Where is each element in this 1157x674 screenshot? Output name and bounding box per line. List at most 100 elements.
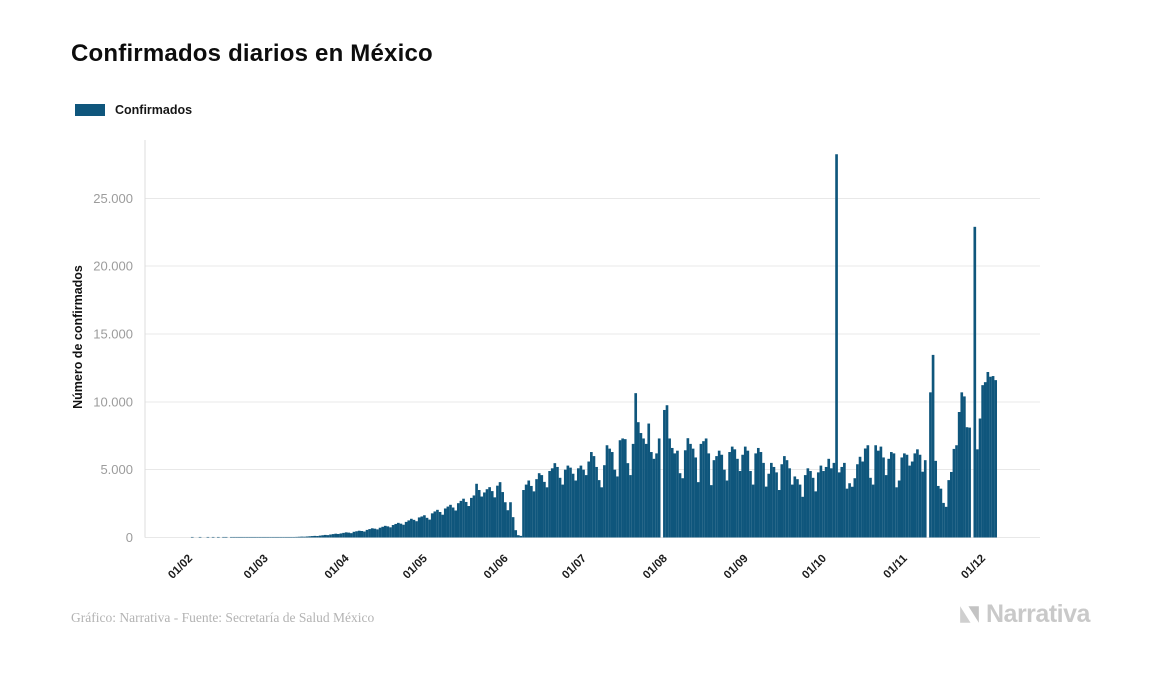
bar	[386, 526, 390, 538]
bar	[222, 536, 225, 538]
y-tick-label: 25.000	[93, 191, 133, 206]
bar	[420, 516, 424, 538]
bar	[402, 524, 405, 538]
bar	[480, 496, 484, 538]
bar	[451, 507, 455, 538]
bar	[780, 464, 784, 538]
bar	[801, 496, 804, 538]
bar	[269, 536, 272, 538]
bar	[232, 536, 236, 538]
bar	[563, 469, 567, 538]
bar	[699, 443, 703, 538]
bar	[913, 453, 917, 538]
bar	[282, 536, 285, 538]
bar	[814, 491, 818, 538]
bar	[986, 371, 990, 538]
chart-title: Confirmados diarios en México	[71, 40, 433, 67]
x-tick-label: 01/06	[482, 553, 511, 582]
bar	[686, 438, 690, 538]
bar	[344, 532, 348, 538]
bar	[498, 482, 502, 538]
bar	[895, 487, 898, 538]
bar	[206, 536, 210, 538]
bar	[329, 534, 332, 538]
bar	[363, 531, 366, 538]
bar	[493, 497, 497, 538]
bar	[767, 473, 771, 538]
bar	[284, 536, 288, 538]
bar	[383, 525, 387, 538]
bar	[751, 484, 755, 538]
bar	[597, 480, 601, 538]
bar	[929, 392, 932, 538]
bar	[900, 457, 904, 538]
bar	[355, 531, 358, 538]
bar	[678, 473, 682, 538]
bar	[976, 449, 979, 538]
bar	[253, 536, 257, 538]
bar	[733, 449, 737, 538]
bar	[973, 226, 977, 538]
bar	[629, 475, 632, 538]
bar	[574, 480, 578, 538]
bar	[840, 466, 844, 538]
bar	[644, 443, 648, 538]
bar	[370, 528, 374, 538]
bar	[470, 497, 473, 538]
bar	[960, 392, 964, 538]
bar	[352, 531, 356, 538]
bar	[897, 480, 901, 538]
bar	[522, 490, 525, 538]
bar	[483, 492, 486, 538]
bar	[303, 536, 306, 538]
bar	[670, 447, 674, 538]
bar	[295, 536, 298, 538]
bar	[741, 454, 744, 538]
bar	[261, 536, 265, 538]
bar	[796, 479, 799, 538]
narrativa-logo-icon	[960, 606, 979, 623]
bar	[438, 511, 442, 538]
bar	[704, 438, 708, 538]
bar	[237, 536, 241, 538]
bar	[545, 487, 549, 538]
bar	[871, 484, 875, 538]
bar	[248, 536, 251, 538]
bar	[297, 536, 301, 538]
bar	[571, 473, 575, 538]
bar	[290, 536, 293, 538]
x-tick-label: 01/05	[401, 552, 430, 581]
bar	[657, 438, 661, 538]
y-tick-label: 0	[126, 530, 133, 545]
bar	[720, 454, 724, 538]
bar	[459, 500, 463, 538]
bar	[874, 445, 878, 538]
bar	[590, 452, 593, 538]
legend: Confirmados	[75, 103, 192, 117]
bar	[837, 472, 841, 538]
bar	[579, 465, 583, 538]
bar	[243, 536, 246, 538]
bar	[475, 483, 478, 538]
bar	[944, 506, 948, 538]
bar	[506, 510, 510, 538]
bar	[441, 514, 444, 538]
bar	[274, 536, 278, 538]
bar	[702, 441, 705, 538]
bar	[816, 472, 820, 538]
bar	[853, 478, 857, 538]
bar	[378, 527, 382, 538]
bar	[764, 486, 768, 538]
bar	[668, 438, 671, 538]
bar	[827, 458, 831, 538]
bar	[918, 454, 922, 538]
bar	[715, 456, 718, 538]
bar	[910, 461, 914, 538]
bar	[603, 465, 606, 538]
bar	[691, 448, 695, 538]
bar	[777, 490, 781, 538]
bar	[963, 396, 966, 538]
bar	[856, 464, 859, 538]
bar	[430, 513, 434, 538]
